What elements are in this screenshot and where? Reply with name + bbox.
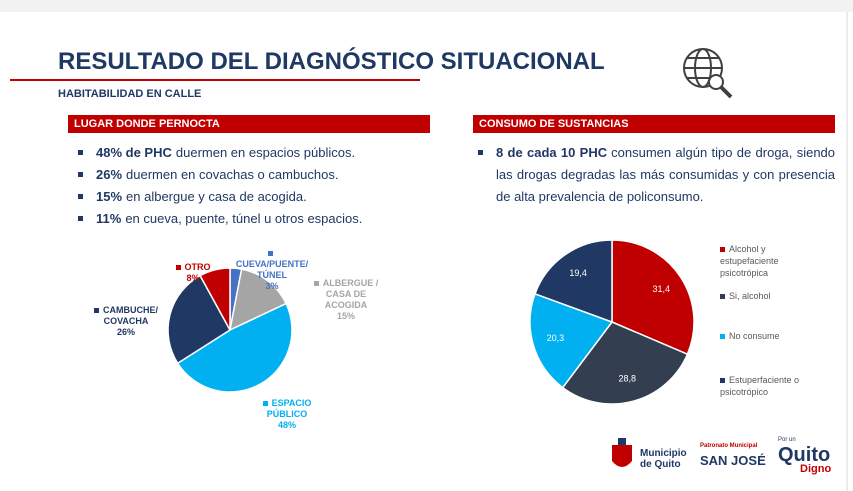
value-label: 3% [265,281,279,291]
bullet-text: en cueva, puente, túnel u otros espacios… [125,211,363,226]
bullet: 11% en cueva, puente, túnel u otros espac… [78,208,438,230]
pie-slice [534,239,613,324]
category-label: CAMBUCHE/ COVACHA [103,305,158,326]
logo-quito: Quito [778,444,831,466]
section-heading: CONSUMO DE SUSTANCIAS [473,115,835,133]
bullet-text: en albergue y casa de acogida. [126,189,307,204]
legend-marker [720,378,725,384]
legend-item: Estuperfaciente o psicotrópico [720,374,820,398]
legend-label: Si, alcohol [729,291,771,301]
label-marker [267,251,273,257]
bullet-bold: 8 de cada 10 PHC [496,145,608,160]
logo-municipio: Municipio de Quito [640,448,687,470]
bullet-bold: 11% [96,211,122,226]
legend-marker [720,334,725,340]
logo-digno: Digno [800,463,832,475]
value-label: 26% [116,327,135,337]
bullet-bold: 26% [96,167,123,182]
crest-icon [612,438,632,467]
bullet-list: 48% de PHC duermen en espacios públicos. 2… [78,142,438,230]
category-label: ESPACIO PÚBLICO [266,398,312,419]
bullet: 15% en albergue y casa de acogida. [78,186,438,208]
pie-slice [199,267,231,331]
bullet-text: duermen en espacios públicos. [175,145,356,160]
legend-label: No consume [729,331,780,341]
category-label: ALBERGUE / CASA DE ACOGIDA [322,278,379,310]
legend-label: Estuperfaciente o psicotrópico [720,375,800,397]
legend-label: Alcohol y estupefaciente psicotrópica [720,244,779,278]
label-marker [313,281,319,287]
value-label: 28,8 [618,373,636,383]
legend-item: Alcohol y estupefaciente psicotrópica [720,243,820,279]
bullet-bold: 15% [96,189,123,204]
slice-label: CAMBUCHE/ COVACHA 26% [86,305,166,338]
value-label: 8% [186,273,200,283]
title: RESULTADO DEL DIAGNÓSTICO SITUACIONAL [58,48,605,75]
legend-marker [720,247,725,253]
pie-slice [561,321,689,405]
value-label: 19,4 [569,268,587,278]
bullet: 48% de PHC duermen en espacios públicos. [78,142,438,164]
pie-slice [529,292,614,389]
legend-marker [720,294,725,300]
value-label: 31,4 [653,284,671,294]
logo-por-un: Por un [778,437,796,443]
label-marker [175,265,181,271]
bullet-bold: 48% de PHC [96,145,172,160]
label-marker [94,308,99,314]
slice-label: ALBERGUE / CASA DE ACOGIDA 15% [304,278,388,322]
category-label: OTRO [184,262,211,272]
logo-san-jose: SAN JOSÉ [700,453,766,468]
pie-slice [167,274,231,365]
value-label: 20,3 [547,333,565,343]
pie-slice [228,268,288,332]
bullet: 8 de cada 10 PHC consumen algún tipo de d… [478,142,835,208]
pie-slice [611,239,695,356]
bullet-text: consumen algún tipo de droga, siendo las… [496,145,836,204]
pie-slice [176,302,293,393]
legend-item: No consume [720,330,820,342]
top-band [0,0,853,12]
value-label: 15% [336,311,355,321]
bullet: 26% duermen en covachas o cambuchos. [78,164,438,186]
category-label: CUEVA/PUENTE/ TÚNEL [235,259,309,280]
subtitle: HABITABILIDAD EN CALLE [58,88,202,100]
slice-label: OTRO 8% [168,262,218,284]
globe-icon [683,48,733,99]
bullet-list: 8 de cada 10 PHC consumen algún tipo de d… [478,142,835,208]
logo-patronato: Patronato Municipal [700,443,758,449]
slice-label: ESPACIO PÚBLICO 48% [252,398,322,431]
legend-item: Si, alcohol [720,290,820,302]
bullet-text: duermen en covachas o cambuchos. [126,167,339,182]
slice-label: CUEVA/PUENTE/ TÚNEL 3% [232,248,312,292]
value-label: 48% [277,420,296,430]
label-marker [262,401,268,407]
section-heading: LUGAR DONDE PERNOCTA [68,115,430,133]
